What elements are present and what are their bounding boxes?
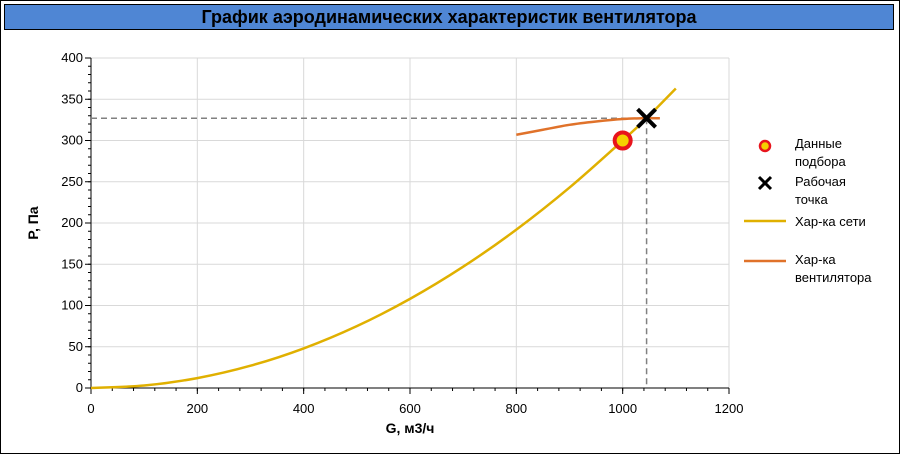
x-stroke [757, 175, 773, 191]
operating-point-marker [636, 107, 658, 129]
legend-label-selection-line1: Данные [795, 136, 842, 151]
selection-point-marker [612, 130, 633, 151]
y-axis-title: P, Па [25, 206, 41, 239]
legend-label-network: Хар-ка сети [795, 214, 866, 229]
x-tick-label: 400 [293, 401, 315, 416]
x-tick-label: 1200 [715, 401, 744, 416]
legend-circle-marker-icon [758, 139, 772, 153]
y-tick-label: 300 [61, 133, 83, 148]
title-bar: График аэродинамических характеристик ве… [4, 4, 894, 30]
y-tick-label: 350 [61, 91, 83, 106]
y-tick-label: 100 [61, 298, 83, 313]
x-tick-label: 0 [87, 401, 94, 416]
y-tick-label: 0 [76, 380, 83, 395]
x-stroke [636, 107, 658, 129]
x-axis-title: G, м3/ч [386, 420, 435, 436]
y-tick-label: 250 [61, 174, 83, 189]
network-curve [90, 87, 677, 390]
x-tick-label: 1000 [608, 401, 637, 416]
legend-label-operating-line1: Рабочая [795, 174, 846, 189]
y-tick-label: 400 [61, 50, 83, 65]
y-tick-label: 200 [61, 215, 83, 230]
legend-x-marker-icon [757, 175, 773, 191]
legend-label-operating-line2: точка [795, 192, 828, 207]
x-tick-label: 600 [399, 401, 421, 416]
legend-label-fan-line2: вентилятора [795, 270, 872, 285]
x-tick-label: 200 [186, 401, 208, 416]
chart-title: График аэродинамических характеристик ве… [201, 6, 697, 27]
legend-label-selection-line2: подбора [795, 154, 846, 169]
y-tick-label: 150 [61, 256, 83, 271]
y-tick-label: 50 [69, 339, 83, 354]
legend-label-fan-line1: Хар-ка [795, 252, 836, 267]
x-tick-label: 800 [505, 401, 527, 416]
